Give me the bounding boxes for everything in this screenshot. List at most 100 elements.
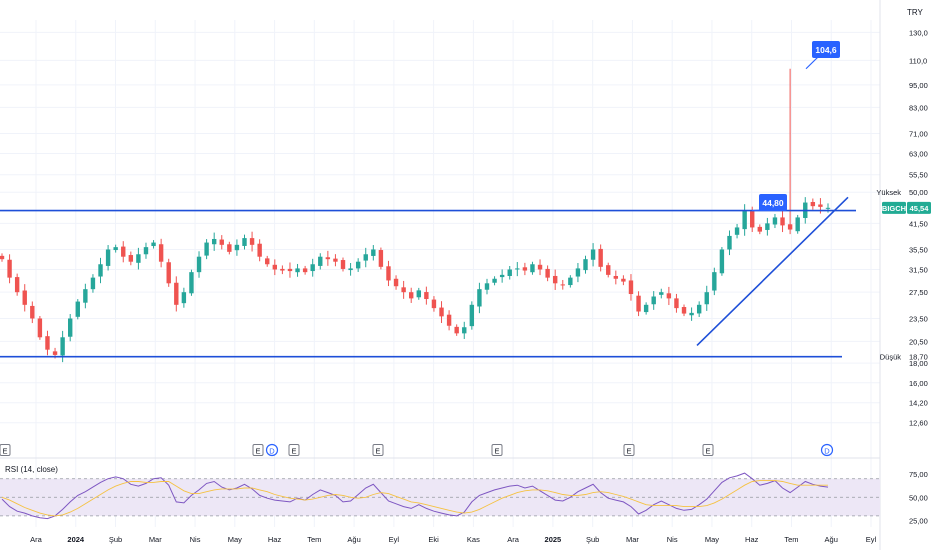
candle-body <box>272 264 278 270</box>
candle-body <box>424 292 429 300</box>
time-tick-label: May <box>705 535 719 544</box>
price-tick-label: 27,50 <box>909 288 928 297</box>
candle-body <box>719 249 725 274</box>
earnings-marker[interactable]: E <box>372 444 384 456</box>
time-tick-label: 2024 <box>67 535 85 544</box>
candle-body <box>52 351 58 355</box>
earnings-marker[interactable]: E <box>288 444 300 456</box>
candle-body <box>689 312 694 316</box>
candle-body <box>75 301 80 317</box>
candle-body <box>280 268 285 271</box>
marker-shape <box>252 444 264 456</box>
candle-body <box>166 262 171 284</box>
candle-body <box>462 327 467 334</box>
candle-body <box>507 269 512 276</box>
price-tick-label: 12,60 <box>909 419 928 428</box>
candle-body <box>787 224 793 230</box>
time-tick-label: Eyl <box>866 535 877 544</box>
candle-body <box>515 268 520 270</box>
candle-body <box>196 256 202 273</box>
candle-body <box>295 268 300 273</box>
candle-body <box>386 266 391 281</box>
candle-body <box>810 201 816 207</box>
time-tick-label: Şub <box>586 535 599 544</box>
rsi-ma-line <box>1 480 828 517</box>
rsi-tick-label: 75,00 <box>909 470 928 479</box>
candle-body <box>302 268 308 273</box>
time-tick-label: Tem <box>307 535 321 544</box>
axes: TRY 130,0 110,0 95,00 83,00 71,00 63,00 55,50 5… <box>30 8 928 544</box>
candle-body <box>621 278 626 282</box>
candle-body <box>750 211 755 228</box>
marker-label: E <box>705 447 710 456</box>
dividend-marker[interactable]: D <box>265 443 279 457</box>
candle-body <box>174 282 179 305</box>
candle-body <box>143 247 149 255</box>
high-label: Yüksek <box>876 188 901 197</box>
marker-shape <box>372 444 384 456</box>
time-tick-label: Nis <box>190 535 201 544</box>
marker-label: D <box>269 447 275 456</box>
candle-body <box>310 264 315 272</box>
trend-line[interactable] <box>696 196 849 347</box>
candle-body <box>219 239 224 245</box>
candle-body <box>136 254 141 263</box>
candle-body <box>530 264 535 273</box>
price-tick-label: 71,00 <box>909 130 928 139</box>
candle-body <box>121 246 126 257</box>
candle-body <box>499 274 505 278</box>
candle-body <box>583 259 588 271</box>
earnings-marker[interactable]: E <box>0 444 11 456</box>
candle-body <box>696 304 702 314</box>
earnings-marker[interactable]: E <box>252 444 264 456</box>
candle-body <box>439 307 444 317</box>
rsi-pane: RSI (14, close) <box>0 465 880 520</box>
candle-body <box>681 307 687 314</box>
marker-label: D <box>824 447 830 456</box>
candle-body <box>818 204 823 207</box>
candle-body <box>598 248 603 267</box>
candle-body <box>113 247 118 251</box>
candle-body <box>393 278 399 287</box>
candle-body <box>68 318 73 337</box>
candle-body <box>348 268 353 271</box>
time-tick-label: May <box>228 535 242 544</box>
candle-body <box>333 258 338 262</box>
candle-body <box>431 299 437 309</box>
candle-body <box>181 292 187 304</box>
rsi-title: RSI (14, close) <box>5 465 58 474</box>
candle-body <box>560 284 565 286</box>
candle-body <box>825 207 831 209</box>
callout-label: 104,6 <box>815 45 837 55</box>
candle-body <box>757 226 762 232</box>
candle-body <box>158 244 164 262</box>
earnings-marker[interactable]: E <box>623 444 635 456</box>
candle-body <box>643 304 649 313</box>
candle-body <box>371 249 376 256</box>
candle-body <box>568 277 573 286</box>
candle-body <box>742 210 747 230</box>
marker-shape <box>820 443 834 457</box>
candle-body <box>477 289 482 307</box>
earnings-marker[interactable]: E <box>491 444 503 456</box>
price-tick-label: 31,50 <box>909 265 928 274</box>
candle-body <box>98 264 103 277</box>
candle-body <box>249 238 255 245</box>
time-tick-label: Haz <box>268 535 282 544</box>
time-tick-label: Mar <box>626 535 639 544</box>
candle-body <box>0 255 5 260</box>
drawings[interactable]: 44,80 104,6 <box>0 41 856 358</box>
time-tick-label: Şub <box>109 535 122 544</box>
candle-body <box>712 272 717 291</box>
candle-body <box>30 305 35 319</box>
time-tick-label: Ağu <box>825 535 838 544</box>
candle-body <box>189 272 194 294</box>
dividend-marker[interactable]: D <box>820 443 834 457</box>
callout-box <box>759 194 787 211</box>
candle-body <box>674 298 679 309</box>
candle-body <box>265 258 270 265</box>
marker-label: E <box>494 447 499 456</box>
earnings-marker[interactable]: E <box>702 444 714 456</box>
